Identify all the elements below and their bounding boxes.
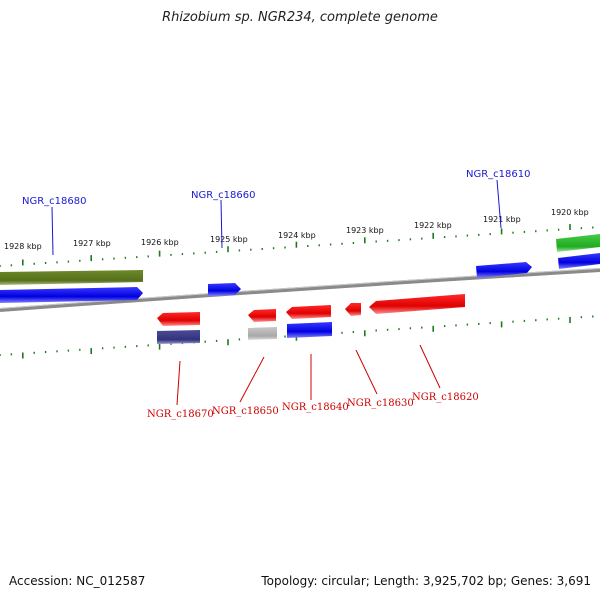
top-strand-genes: [0, 234, 600, 303]
scale-label: 1928 kbp: [4, 242, 42, 251]
gene-NGR_c18620[interactable]: [369, 294, 465, 314]
gene-label: NGR_c18630: [347, 398, 414, 409]
genome-backbone: [0, 268, 600, 312]
bottom-strand-genes: [157, 294, 465, 344]
gene-label: NGR_c18620: [412, 392, 479, 403]
gene-NGR_c18680[interactable]: [0, 287, 143, 303]
scale-label: 1922 kbp: [414, 221, 452, 230]
gene-label: NGR_c18640: [282, 402, 349, 413]
diagram-title: Rhizobium sp. NGR234, complete genome: [162, 10, 438, 25]
gene-NGR_c18660[interactable]: [208, 283, 241, 296]
gene-olive[interactable]: [0, 270, 143, 285]
scale-label: 1927 kbp: [73, 239, 111, 248]
label-leaders: [51, 179, 502, 406]
scale-label: 1923 kbp: [346, 226, 384, 235]
accession-text: Accession: NC_012587: [9, 574, 146, 588]
gene-label: NGR_c18650: [212, 406, 279, 417]
gene-labels: NGR_c18680 NGR_c18660 NGR_c18610 NGR_c18…: [22, 169, 531, 420]
gene-label: NGR_c18610: [466, 169, 531, 180]
gene-NGR_c18630[interactable]: [345, 303, 361, 316]
gene-NGR_c18650[interactable]: [248, 309, 276, 322]
gene-blue-right[interactable]: [558, 253, 600, 269]
gene-NGR_c18670[interactable]: [157, 312, 200, 326]
scale-label: 1924 kbp: [278, 231, 316, 240]
scale-ticks-top: [0, 224, 594, 267]
scale-label: 1920 kbp: [551, 208, 589, 217]
scale-label: 1925 kbp: [210, 235, 248, 244]
scale-labels: 1928 kbp 1927 kbp 1926 kbp 1925 kbp 1924…: [4, 208, 589, 251]
gene-label: NGR_c18680: [22, 196, 87, 207]
gene-purple[interactable]: [157, 330, 200, 344]
gene-blue-bottom[interactable]: [287, 322, 332, 338]
gene-NGR_c18610[interactable]: [476, 262, 532, 278]
gene-green[interactable]: [556, 234, 600, 252]
scale-label: 1921 kbp: [483, 215, 521, 224]
gene-NGR_c18640[interactable]: [286, 305, 331, 319]
scale-label: 1926 kbp: [141, 238, 179, 247]
genome-summary-text: Topology: circular; Length: 3,925,702 bp…: [261, 574, 591, 588]
gene-label: NGR_c18670: [147, 409, 214, 420]
gene-label: NGR_c18660: [191, 190, 256, 201]
gene-gray[interactable]: [248, 327, 277, 340]
